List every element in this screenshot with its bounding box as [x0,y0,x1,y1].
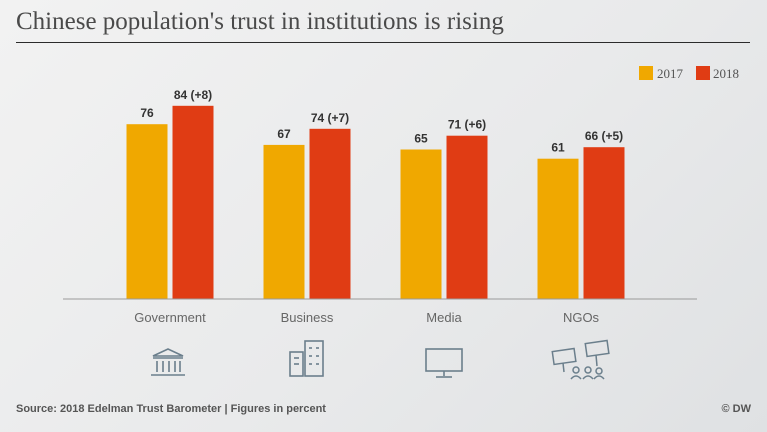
bar-group: 76 84 (+8) 67 74 (+7) 65 71 (+6) 61 66 (+5) [126,88,625,299]
category-label-ngos: NGOs [563,310,600,325]
protest-signs-icon [551,339,610,380]
category-label-business: Business [281,310,334,325]
data-label-business-2017: 67 [277,127,291,141]
data-label-government-2018: 84 (+8) [174,88,212,102]
data-label-government-2017: 76 [140,106,154,120]
buildings-icon [289,340,324,377]
chart-title: Chinese population's trust in institutio… [16,8,504,35]
data-label-media-2017: 65 [414,132,428,146]
data-label-media-2018: 71 (+6) [448,118,486,132]
data-label-business-2018: 74 (+7) [311,111,349,125]
legend-swatch-2018 [696,66,710,80]
category-labels: Government Business Media NGOs [134,310,599,325]
title-divider [16,42,750,43]
bar-government-2017 [126,124,168,299]
legend-label-2017: 2017 [657,66,684,81]
legend: 2017 2018 [639,66,739,81]
bar-ngos-2017 [537,158,579,299]
bar-ngos-2018 [583,147,625,299]
category-label-government: Government [134,310,206,325]
bar-media-2018 [446,135,488,299]
monitor-icon [425,348,463,378]
dw-credit: © DW [721,403,752,415]
bar-government-2018 [172,105,214,299]
legend-swatch-2017 [639,66,653,80]
bar-media-2017 [400,149,442,299]
institution-icon [151,348,185,376]
category-label-media: Media [426,310,462,325]
legend-label-2018: 2018 [713,66,739,81]
bar-business-2018 [309,128,351,299]
source-note: Source: 2018 Edelman Trust Barometer | F… [16,403,326,415]
bar-business-2017 [263,144,305,299]
data-label-ngos-2017: 61 [551,141,565,155]
data-label-ngos-2018: 66 (+5) [585,129,623,143]
